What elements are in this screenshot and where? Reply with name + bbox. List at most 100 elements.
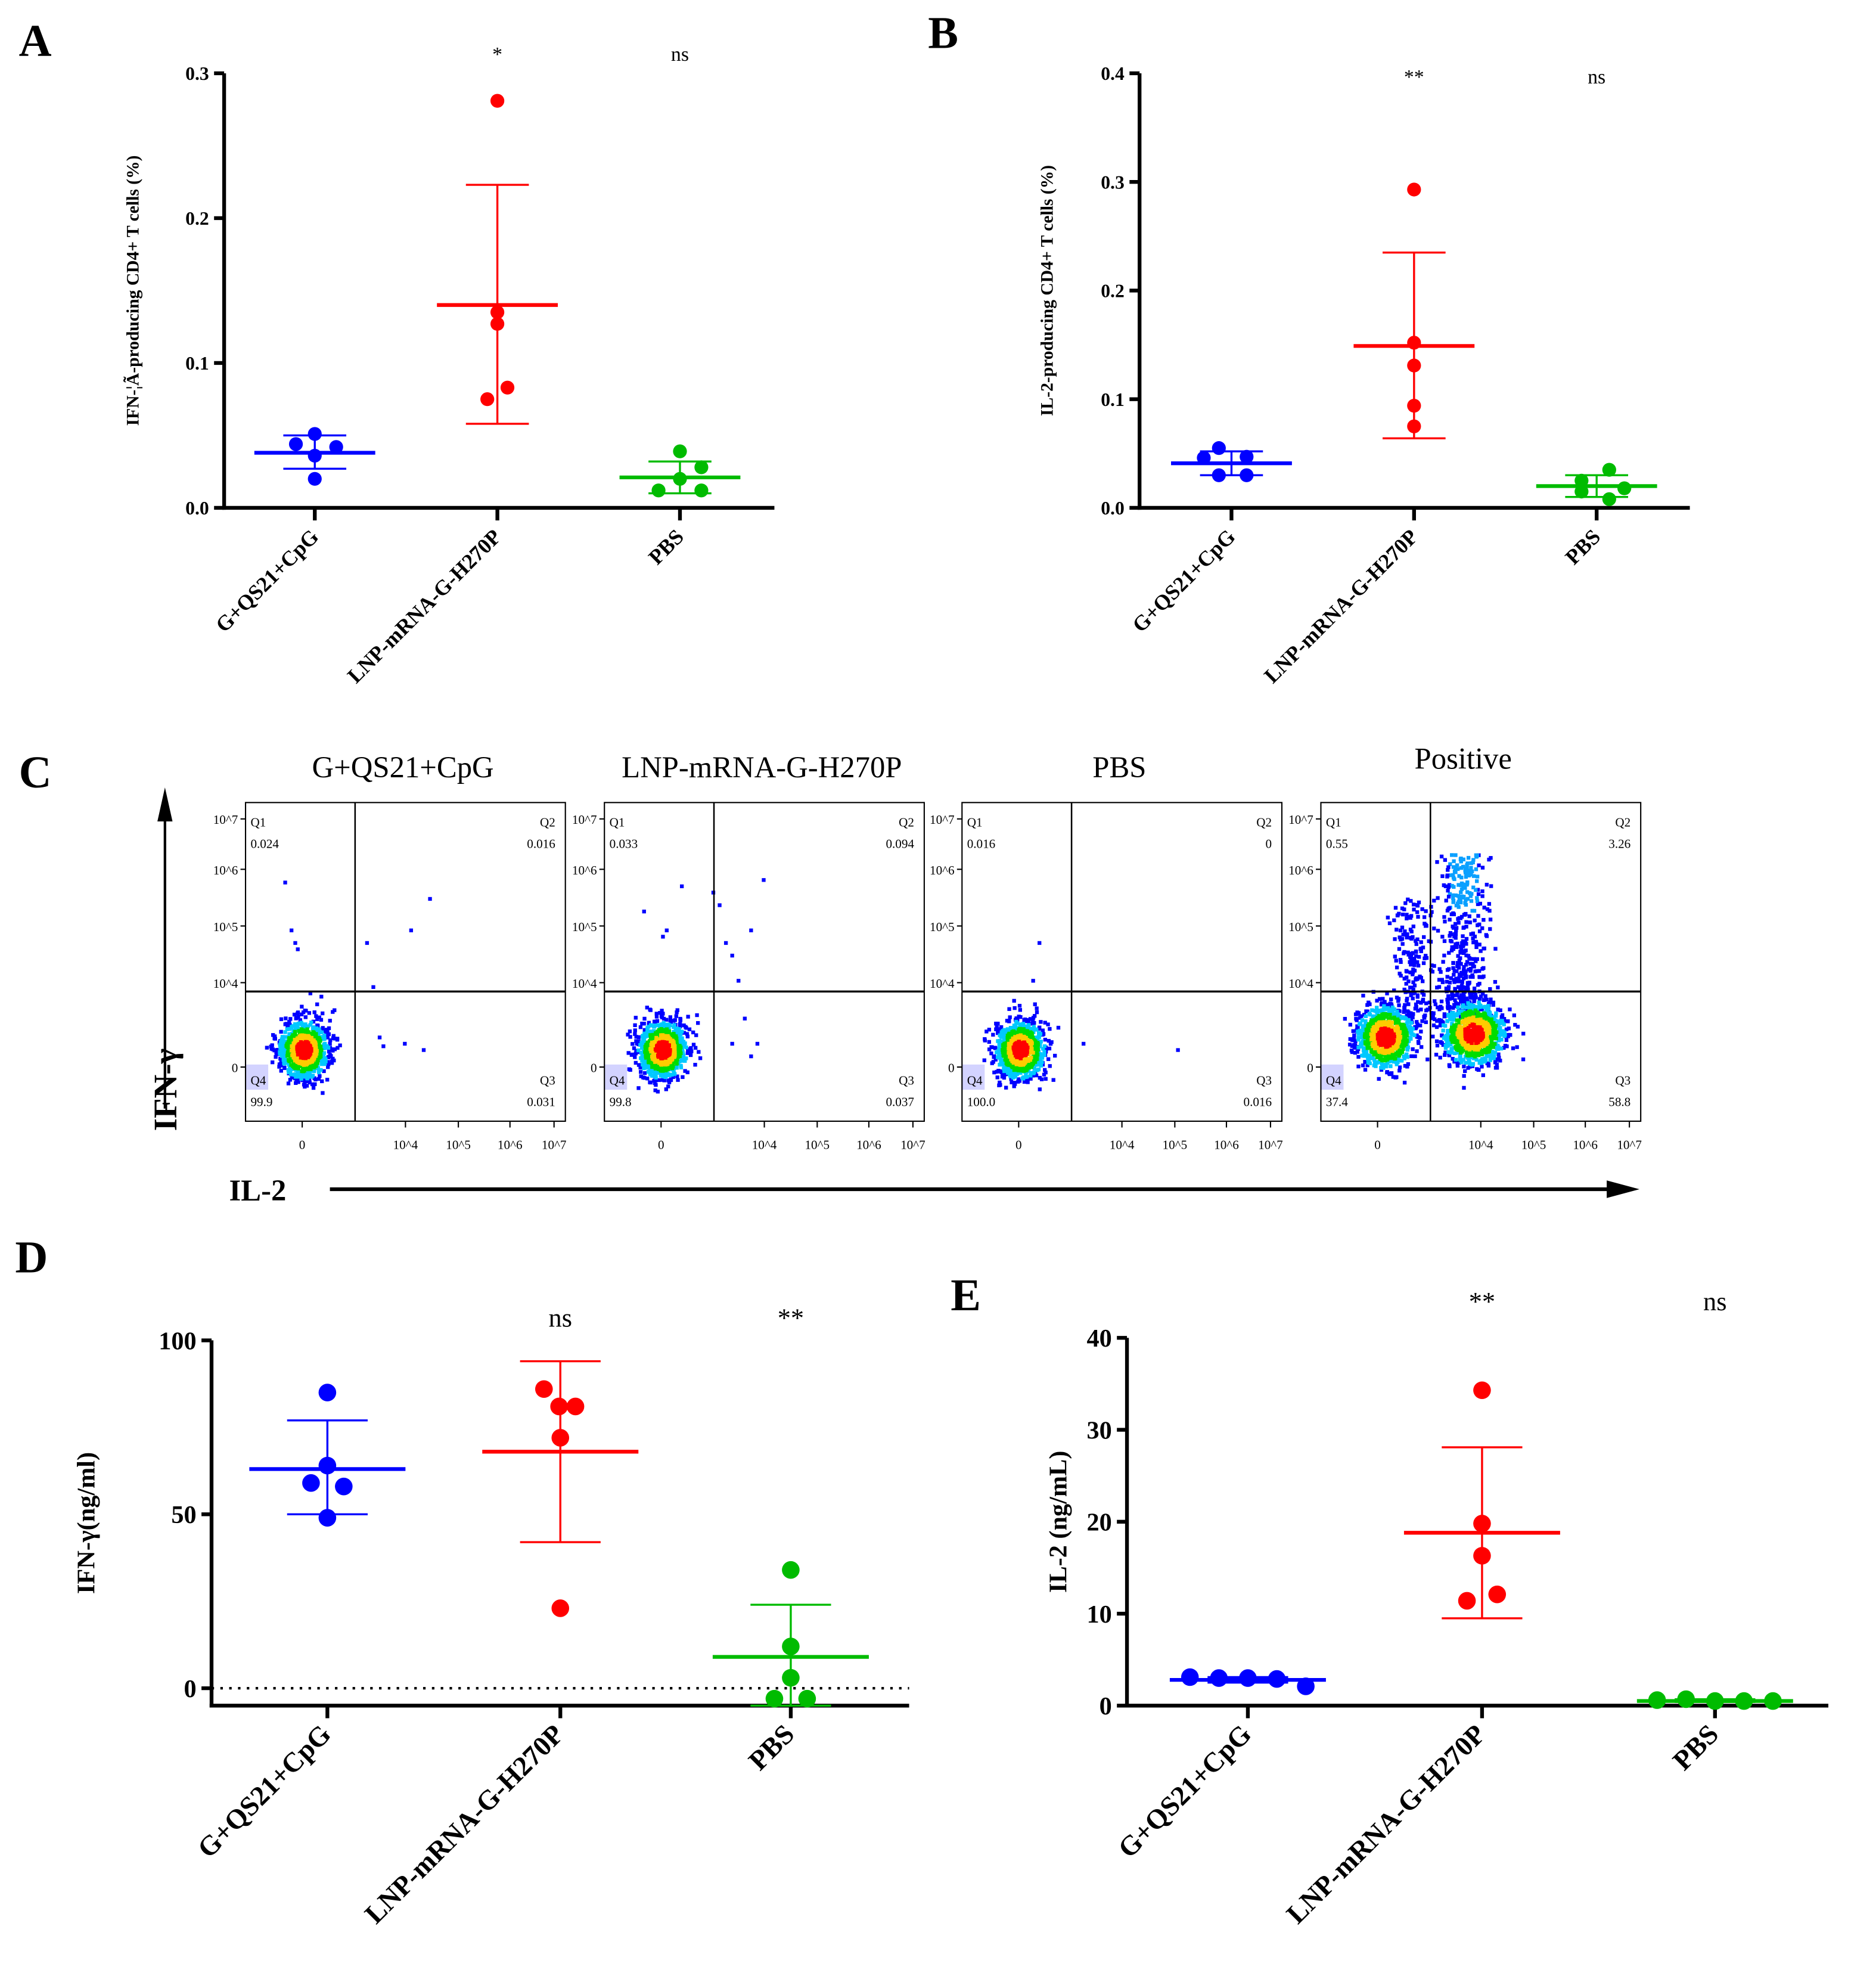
- event-dot: [1447, 1063, 1452, 1067]
- event-dot: [647, 1021, 651, 1025]
- event-dot: [1471, 1062, 1476, 1066]
- event-dot: [1454, 936, 1458, 940]
- event-dot: [1464, 866, 1468, 871]
- event-dot: [284, 1035, 288, 1039]
- event-dot: [302, 1061, 306, 1065]
- event-dot: [1021, 1056, 1025, 1061]
- event-dot: [296, 1025, 300, 1029]
- event-dot: [1459, 987, 1464, 991]
- event-dot: [1472, 999, 1476, 1003]
- event-dot: [995, 1025, 999, 1029]
- event-dot: [1397, 1065, 1402, 1069]
- quadrant-value: 99.8: [610, 1095, 632, 1109]
- event-dot: [1465, 1056, 1470, 1060]
- event-dot: [679, 1029, 684, 1034]
- event-dot: [319, 994, 324, 999]
- event-dot: [279, 1069, 283, 1073]
- event-dot: [1409, 963, 1413, 967]
- event-dot: [1456, 905, 1461, 909]
- y-tick-label: 10: [1086, 1601, 1111, 1629]
- event-dot: [1422, 915, 1427, 919]
- event-dot: [1382, 1015, 1387, 1019]
- event-dot: [1452, 1029, 1456, 1033]
- event-dot: [999, 1070, 1004, 1074]
- data-point: [1240, 449, 1254, 464]
- event-dot: [1491, 1021, 1495, 1025]
- density-plot: [982, 941, 1180, 1091]
- x-tick-label: 10^4: [1110, 1137, 1135, 1152]
- event-dot: [318, 1074, 322, 1078]
- event-dot: [633, 1055, 637, 1059]
- event-dot: [1402, 907, 1406, 911]
- event-dot: [1008, 1015, 1012, 1019]
- quadrant-name: Q2: [540, 815, 555, 829]
- event-dot: [749, 928, 753, 932]
- event-dot: [1489, 884, 1493, 888]
- event-dot: [1389, 1031, 1393, 1035]
- event-dot: [1412, 963, 1417, 967]
- event-dot: [1039, 1063, 1043, 1068]
- event-dot: [1452, 945, 1456, 949]
- event-dot: [1464, 1015, 1468, 1020]
- event-dot: [1048, 1026, 1052, 1031]
- event-dot: [1463, 870, 1468, 875]
- event-dot: [1039, 1077, 1044, 1081]
- event-dot: [1494, 1011, 1498, 1016]
- y-tick-label: 0: [232, 1061, 238, 1075]
- event-dot: [377, 1035, 382, 1040]
- event-dot: [1452, 973, 1456, 977]
- event-dot: [1484, 882, 1489, 887]
- event-dot: [1444, 987, 1449, 991]
- event-dot: [1358, 1021, 1363, 1025]
- event-dot: [1405, 997, 1409, 1001]
- event-dot: [1385, 1025, 1389, 1029]
- event-dot: [1488, 1058, 1492, 1062]
- event-dot: [1404, 982, 1408, 986]
- event-dot: [1466, 1001, 1470, 1005]
- panel-letter-b: B: [928, 8, 958, 58]
- y-tick-label: 0.0: [1101, 498, 1125, 519]
- event-dot: [679, 884, 684, 889]
- event-dot: [1368, 1002, 1372, 1006]
- event-dot: [1036, 1035, 1041, 1040]
- event-dot: [1460, 980, 1464, 984]
- event-dot: [1012, 1031, 1017, 1036]
- event-dot: [1015, 1021, 1020, 1025]
- event-dot: [1470, 892, 1474, 896]
- event-dot: [279, 1029, 283, 1034]
- event-dot: [293, 1072, 297, 1077]
- event-dot: [730, 953, 734, 958]
- event-dot: [1018, 1022, 1023, 1026]
- x-tick-label: 10^7: [542, 1137, 567, 1152]
- event-dot: [1412, 984, 1417, 988]
- event-dot: [1402, 976, 1406, 981]
- flow-panel-2: PBSQ10.016Q20Q30.016Q4100.010^710^610^51…: [930, 750, 1283, 1152]
- event-dot: [1442, 953, 1446, 958]
- event-dot: [1408, 928, 1413, 932]
- data-point: [1240, 468, 1254, 482]
- event-dot: [1360, 1053, 1364, 1057]
- event-dot: [648, 1063, 652, 1068]
- event-dot: [1477, 1000, 1481, 1004]
- event-dot: [1406, 1002, 1411, 1006]
- event-dot: [1048, 1041, 1053, 1046]
- event-dot: [328, 1019, 332, 1023]
- event-dot: [309, 1032, 313, 1037]
- event-dot: [1474, 1014, 1478, 1019]
- event-dot: [1353, 1043, 1358, 1047]
- data-point: [1574, 484, 1589, 499]
- event-dot: [409, 928, 414, 932]
- data-point: [308, 448, 322, 463]
- event-dot: [1461, 1057, 1466, 1062]
- event-dot: [1489, 856, 1493, 860]
- event-dot: [992, 1054, 996, 1059]
- event-dot: [1032, 1045, 1036, 1049]
- event-dot: [1408, 936, 1412, 940]
- event-dot: [1479, 949, 1483, 953]
- quadrant-name: Q1: [250, 815, 266, 829]
- event-dot: [1391, 1010, 1395, 1014]
- event-dot: [1446, 895, 1451, 899]
- event-dot: [1412, 956, 1417, 961]
- event-dot: [1470, 908, 1474, 913]
- event-dot: [1515, 1025, 1520, 1029]
